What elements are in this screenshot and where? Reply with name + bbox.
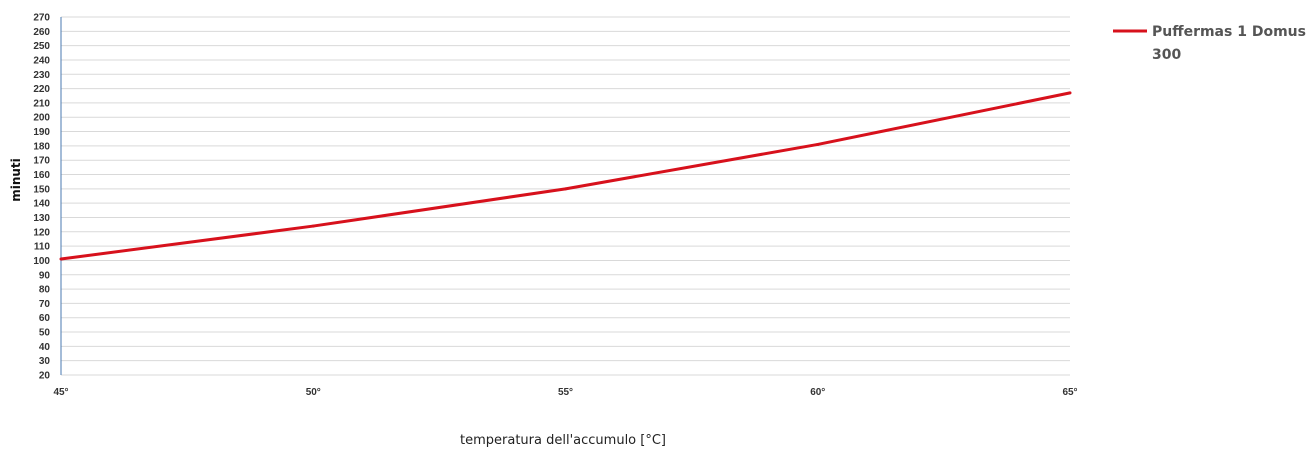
- x-tick-labels: 45° 50° 55° 60° 65°: [53, 387, 1077, 398]
- x-axis-label: temperatura dell'accumulo [°C]: [460, 433, 666, 448]
- series-line-0: [60, 91, 1071, 261]
- y-tick-label-60: 60: [39, 313, 51, 324]
- y-tick-label-230: 230: [33, 70, 50, 81]
- y-tick-label-130: 130: [33, 213, 50, 224]
- y-tick-label-260: 260: [33, 27, 50, 38]
- data-point-0-1: [311, 224, 315, 228]
- y-tick-label-150: 150: [33, 184, 50, 195]
- legend-label-line-2: 300: [1152, 47, 1181, 63]
- y-tick-label-100: 100: [33, 256, 50, 267]
- y-tick-label-50: 50: [39, 328, 51, 339]
- y-tick-label-160: 160: [33, 170, 50, 181]
- y-tick-label-20: 20: [39, 371, 51, 382]
- legend: Puffermas 1 Domus 300: [1113, 24, 1306, 63]
- y-tick-label-110: 110: [34, 242, 51, 253]
- y-tick-label-180: 180: [33, 141, 50, 152]
- x-tick-label-0: 45°: [53, 387, 68, 398]
- x-tick-label-3: 60°: [810, 387, 825, 398]
- y-tick-label-210: 210: [33, 98, 50, 109]
- data-point-0-4: [1068, 91, 1072, 95]
- y-tick-label-220: 220: [33, 84, 50, 95]
- y-tick-label-200: 200: [33, 113, 50, 124]
- y-tick-label-30: 30: [39, 356, 51, 367]
- y-tick-label-250: 250: [33, 41, 50, 52]
- series-group: [59, 91, 1072, 261]
- y-axis-label: minuti: [9, 158, 23, 202]
- y-tick-label-120: 120: [33, 227, 50, 238]
- data-point-0-3: [816, 142, 820, 146]
- y-tick-label-70: 70: [39, 299, 51, 310]
- x-tick-label-4: 65°: [1062, 387, 1077, 398]
- y-tick-label-190: 190: [33, 127, 50, 138]
- y-tick-labels: 20 30 40 50 60 70 80 90 100 110 120 130 140 150 160 170…: [33, 13, 50, 382]
- y-tick-label-170: 170: [33, 156, 50, 167]
- y-tick-label-240: 240: [33, 55, 50, 66]
- gridlines: [61, 16, 1070, 376]
- y-tick-label-80: 80: [39, 285, 51, 296]
- y-tick-label-90: 90: [39, 270, 51, 281]
- x-tick-label-2: 55°: [558, 387, 573, 398]
- data-point-0-0: [59, 257, 63, 261]
- y-tick-label-270: 270: [33, 13, 50, 24]
- legend-label-line-1: Puffermas 1 Domus: [1152, 24, 1306, 40]
- data-point-0-2: [564, 187, 567, 191]
- y-tick-label-140: 140: [33, 199, 50, 210]
- y-tick-label-40: 40: [39, 342, 51, 353]
- x-tick-label-1: 50°: [306, 387, 321, 398]
